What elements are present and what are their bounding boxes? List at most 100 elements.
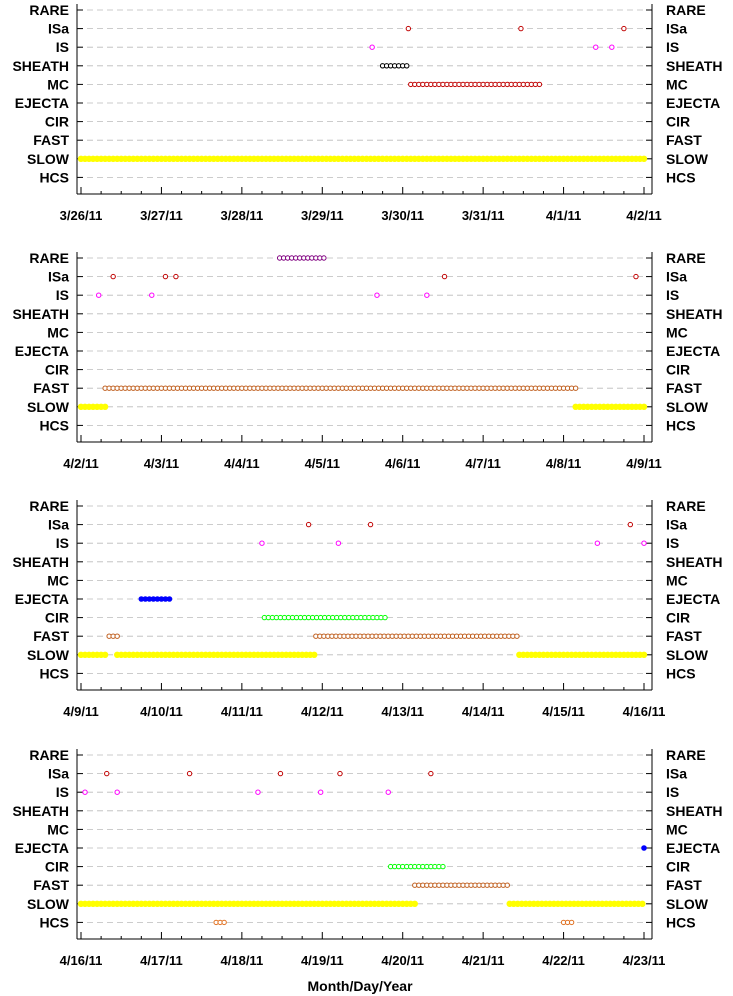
category-label-right-hcs: HCS <box>666 417 696 433</box>
category-label-right-hcs: HCS <box>666 665 696 681</box>
point-is <box>594 540 601 546</box>
date-tick-label: 4/8/11 <box>546 456 581 471</box>
category-label-left-sheath: SHEATH <box>12 803 69 819</box>
category-label-left-mc: MC <box>47 572 69 588</box>
category-label-right-rare: RARE <box>666 747 706 763</box>
date-tick-label: 4/13/11 <box>381 704 424 719</box>
category-label-left-is: IS <box>56 535 69 551</box>
point-rare <box>321 255 327 261</box>
category-label-left-is: IS <box>56 39 69 55</box>
point-slow <box>640 651 648 658</box>
series-fast <box>412 882 510 888</box>
category-label-right-slow: SLOW <box>666 896 709 912</box>
category-label-right-ejecta: EJECTA <box>666 591 720 607</box>
series-hcs <box>213 919 575 926</box>
category-label-left-mc: MC <box>47 76 69 92</box>
series-cir <box>387 863 446 870</box>
category-label-right-ejecta: EJECTA <box>666 95 720 111</box>
category-label-left-rare: RARE <box>29 498 69 514</box>
category-label-right-is: IS <box>666 535 679 551</box>
date-tick-label: 4/16/11 <box>60 953 103 968</box>
series-mc <box>408 81 543 88</box>
point-isa <box>337 770 343 777</box>
point-is <box>609 44 615 50</box>
category-label-left-cir: CIR <box>45 610 69 626</box>
point-isa <box>441 273 448 280</box>
category-label-right-is: IS <box>666 39 679 55</box>
point-is <box>374 292 380 298</box>
category-label-left-mc: MC <box>47 821 69 837</box>
series-slow <box>77 155 648 162</box>
category-label-right-slow: SLOW <box>666 151 709 167</box>
point-isa <box>277 770 284 777</box>
point-hcs <box>221 919 227 926</box>
point-isa <box>621 25 627 32</box>
category-label-right-ejecta: EJECTA <box>666 840 720 856</box>
point-slow <box>640 403 648 410</box>
point-isa <box>633 273 639 280</box>
category-label-right-mc: MC <box>666 572 688 588</box>
point-isa <box>367 521 374 528</box>
date-tick-label: 4/15/11 <box>542 704 585 719</box>
series-is <box>369 44 615 50</box>
point-is <box>424 292 430 298</box>
point-cir <box>382 614 388 621</box>
point-fast <box>514 633 520 639</box>
point-cir <box>440 863 446 870</box>
date-tick-label: 4/14/11 <box>462 704 505 719</box>
point-slow <box>311 651 318 658</box>
category-label-right-slow: SLOW <box>666 647 709 663</box>
series-isa <box>305 521 634 528</box>
point-isa <box>518 25 524 32</box>
series-sheath <box>379 63 410 69</box>
point-isa <box>428 770 434 777</box>
series-isa <box>110 273 639 280</box>
category-label-right-rare: RARE <box>666 250 706 266</box>
point-slow <box>411 900 418 907</box>
point-fast <box>114 633 120 639</box>
panel-1: RARE RARE ISa ISa IS IS SHEATH SHEATH MC MC EJECTA… <box>12 2 722 223</box>
category-label-right-fast: FAST <box>666 132 702 148</box>
category-label-right-mc: MC <box>666 324 688 340</box>
category-label-left-cir: CIR <box>45 114 69 130</box>
point-is <box>95 292 102 298</box>
point-sheath <box>404 63 410 69</box>
category-label-left-mc: MC <box>47 324 69 340</box>
category-label-left-cir: CIR <box>45 362 69 378</box>
point-isa <box>627 521 634 528</box>
point-is <box>593 44 599 50</box>
point-is <box>114 789 120 795</box>
category-label-right-isa: ISa <box>666 766 687 782</box>
category-label-left-fast: FAST <box>33 380 69 396</box>
category-label-left-fast: FAST <box>33 628 69 644</box>
point-is <box>259 540 265 546</box>
point-is <box>369 44 375 50</box>
category-label-left-slow: SLOW <box>27 151 70 167</box>
category-label-right-hcs: HCS <box>666 914 696 930</box>
point-isa <box>405 25 412 32</box>
point-ejecta <box>166 596 173 602</box>
point-mc <box>536 81 543 88</box>
category-label-left-rare: RARE <box>29 2 69 18</box>
category-label-left-isa: ISa <box>48 766 69 782</box>
date-tick-label: 3/29/11 <box>301 208 344 223</box>
category-label-left-fast: FAST <box>33 132 69 148</box>
category-label-left-sheath: SHEATH <box>12 306 69 322</box>
point-isa <box>305 521 312 528</box>
category-label-left-isa: ISa <box>48 21 69 37</box>
point-isa <box>104 770 110 777</box>
series-isa <box>405 25 627 32</box>
category-label-right-fast: FAST <box>666 877 702 893</box>
date-tick-label: 4/23/11 <box>623 953 666 968</box>
panel-2: RARE RARE ISa ISa IS IS SHEATH SHEATH MC MC EJECTA… <box>12 250 722 471</box>
date-tick-label: 4/3/11 <box>144 456 179 471</box>
date-tick-label: 4/12/11 <box>301 704 344 719</box>
point-slow <box>639 900 646 907</box>
point-is <box>317 789 324 795</box>
series-fast <box>102 385 579 391</box>
series-ejecta <box>138 596 173 602</box>
category-label-left-slow: SLOW <box>27 399 70 415</box>
category-label-left-slow: SLOW <box>27 647 70 663</box>
category-label-left-isa: ISa <box>48 517 69 533</box>
